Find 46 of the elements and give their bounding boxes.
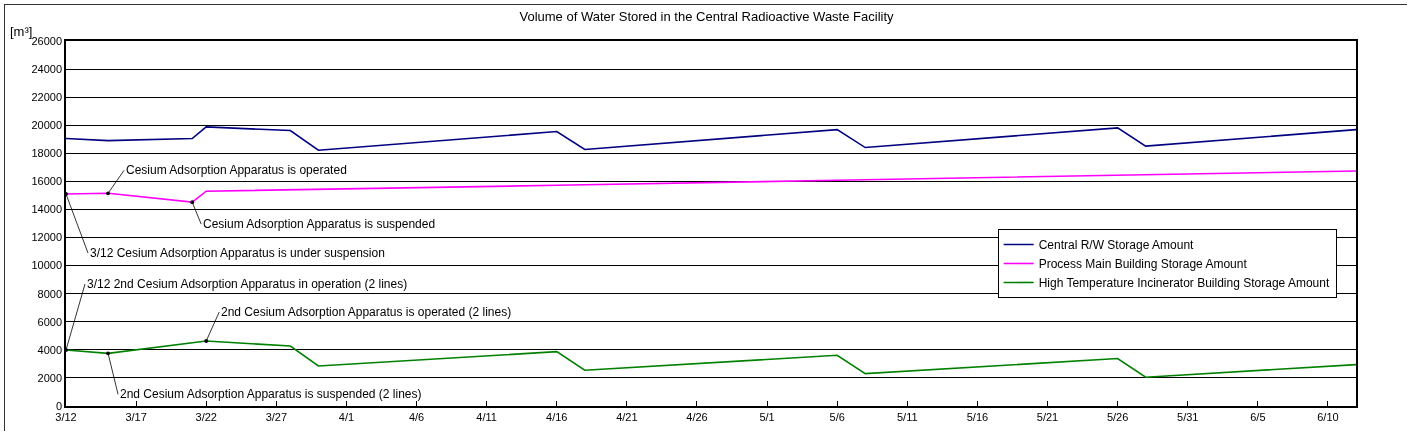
y-tick-label: 4000: [37, 343, 63, 356]
y-tick-label: 22000: [31, 91, 63, 103]
y-tick-label: 6000: [37, 315, 63, 328]
y-axis-title: [m³]: [10, 24, 33, 39]
x-tick-label: 5/1: [759, 410, 775, 423]
x-tick-label: 5/26: [1106, 410, 1129, 423]
y-tick-label: 2000: [37, 371, 63, 384]
line-series: [66, 340, 1356, 379]
y-tick-label: 20000: [31, 119, 63, 132]
x-tick-label: 5/31: [1177, 410, 1199, 423]
x-tick-label: 3/17: [125, 410, 147, 423]
chart-title: Volume of Water Stored in the Central Radioactive Waste Facility: [519, 8, 895, 24]
x-tick-label: 5/11: [897, 410, 918, 423]
y-tick-label: 18000: [31, 147, 63, 160]
y-tick-label: 8000: [37, 287, 63, 300]
x-tick-label: 4/26: [686, 410, 708, 423]
annotation: Cesium Adsorption Apparatus is operated: [126, 163, 347, 177]
annotation: 3/12 Cesium Adsorption Apparatus is under suspension: [90, 246, 385, 260]
x-tick-label: 4/21: [616, 410, 638, 423]
x-tick-label: 4/11: [476, 410, 497, 423]
y-tick-label: 0: [55, 399, 63, 412]
y-tick-label: 12000: [31, 231, 63, 244]
x-tick-label: 3/27: [265, 410, 288, 423]
x-tick-label: 5/21: [1036, 410, 1059, 423]
y-tick-label: 16000: [31, 175, 63, 188]
y-tick-label: 24000: [31, 62, 63, 75]
x-tick-label: 5/6: [829, 410, 845, 423]
x-tick-label: 4/1: [338, 410, 355, 423]
x-tick-label: 4/6: [408, 410, 425, 423]
y-tick-label: 26000: [31, 34, 63, 47]
x-tick-label: 3/22: [195, 410, 217, 423]
y-tick-label: 10000: [31, 259, 63, 272]
legend-label: Central R/W Storage Amount: [1038, 238, 1195, 253]
annotation: 3/12 2nd Cesium Adsorption Apparatus in operation (2 lines): [87, 277, 408, 291]
x-tick-label: 5/16: [966, 410, 989, 423]
legend-label: High Temperature Incinerator Building Storage Amount: [1038, 276, 1330, 291]
x-tick-label: 6/10: [1317, 410, 1339, 423]
x-tick-label: 3/12: [55, 410, 77, 423]
annotation: 2nd Cesium Adsorption Apparatus is suspended (2 lines): [120, 387, 422, 401]
line-series: [66, 126, 1356, 152]
annotation: 2nd Cesium Adsorption Apparatus is operated (2 lines): [221, 305, 512, 319]
y-tick-label: 14000: [31, 203, 63, 216]
annotation: Cesium Adsorption Apparatus is suspended: [203, 217, 436, 231]
legend-label: Process Main Building Storage Amount: [1038, 257, 1248, 272]
x-tick-label: 6/5: [1250, 410, 1266, 423]
x-tick-label: 4/16: [546, 410, 568, 423]
